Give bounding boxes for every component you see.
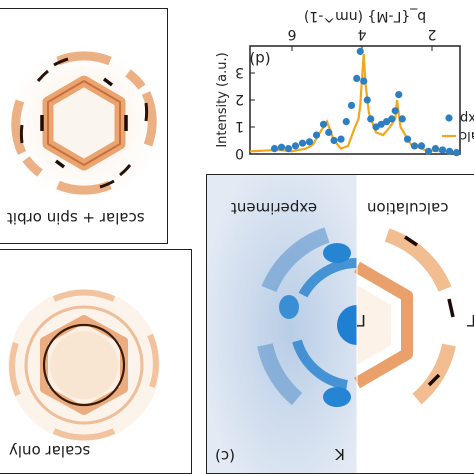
x-tick-label: 6	[287, 26, 296, 42]
experiment-label: experiment	[231, 199, 318, 217]
exp-data-point	[417, 142, 426, 150]
exp-data-point	[325, 128, 333, 136]
calculation-label: calculation	[367, 199, 449, 217]
exp-data-point	[337, 135, 345, 143]
plot-frame	[249, 45, 461, 155]
panel-scalar-only: scalar only	[0, 249, 192, 474]
exp-data-point	[395, 91, 403, 99]
intensity-chart: 2 4 6 0 1 2 3 b_{Γ-M} (nm^-1) Intensity (a.u.) ca…	[215, 8, 474, 161]
y-axis-label: Intensity (a.u.)	[215, 52, 230, 147]
exp-data-point	[398, 115, 406, 123]
comparison-image	[207, 175, 474, 473]
exp-data-point	[270, 145, 279, 153]
exp-data-point	[391, 107, 399, 115]
exp-data-point	[291, 142, 300, 150]
exp-data-point	[356, 47, 364, 55]
exp-data-point	[372, 123, 380, 131]
calc-series-line	[249, 54, 461, 154]
k-direction-label: K	[335, 445, 345, 463]
x-axis-label: b_{Γ-M} (nm^-1)	[304, 8, 426, 24]
exp-data-point	[312, 131, 321, 139]
exp-data-point	[367, 115, 375, 123]
exp-data-point	[424, 147, 433, 155]
legend-exp-label: exp	[460, 110, 474, 125]
exp-data-point	[452, 149, 461, 157]
panel-letter: (c)	[215, 447, 235, 465]
exp-data-point	[342, 118, 350, 126]
panel-c-comparison: experiment calculation Γ Γ K (c)	[206, 174, 474, 474]
exp-data-point	[277, 143, 286, 151]
x-tick-label: 2	[428, 26, 437, 42]
x-tick-label: 4	[357, 26, 366, 42]
panel-caption: scalar + spin orbit	[7, 209, 145, 227]
legend-exp-swatch	[445, 114, 453, 122]
exp-data-point	[410, 142, 419, 150]
y-tick-label: 1	[235, 118, 244, 134]
exp-data-point	[438, 146, 447, 154]
exp-data-point	[445, 147, 454, 155]
exp-data-point	[330, 136, 338, 145]
exp-data-point	[347, 101, 356, 109]
exp-data-point	[403, 135, 412, 143]
diffraction-pattern-spin-orbit	[6, 45, 162, 201]
exp-data-point	[305, 138, 314, 146]
panel-scalar-spin-orbit: scalar + spin orbit	[0, 8, 168, 244]
exp-data-point	[363, 96, 371, 104]
exp-data-point	[298, 139, 307, 147]
exp-data-point	[319, 120, 328, 128]
y-tick-label: 0	[235, 145, 244, 161]
exp-data-point	[284, 145, 293, 153]
exp-data-point	[353, 74, 361, 82]
exp-data-point	[360, 77, 368, 85]
panel-letter: (d)	[249, 50, 270, 68]
exp-data-point	[431, 145, 440, 153]
legend-calc-label: calc	[460, 128, 474, 143]
y-tick-label: 3	[235, 64, 244, 80]
panel-d-plot: 2 4 6 0 1 2 3 b_{Γ-M} (nm^-1) Intensity (a.u.) ca…	[200, 0, 474, 170]
panel-caption: scalar only	[9, 442, 91, 460]
gamma-point-label-right: Γ	[467, 311, 474, 330]
gamma-point-label: Γ	[357, 311, 366, 330]
y-tick-label: 2	[235, 91, 244, 107]
diffraction-pattern-scalar	[8, 289, 160, 441]
